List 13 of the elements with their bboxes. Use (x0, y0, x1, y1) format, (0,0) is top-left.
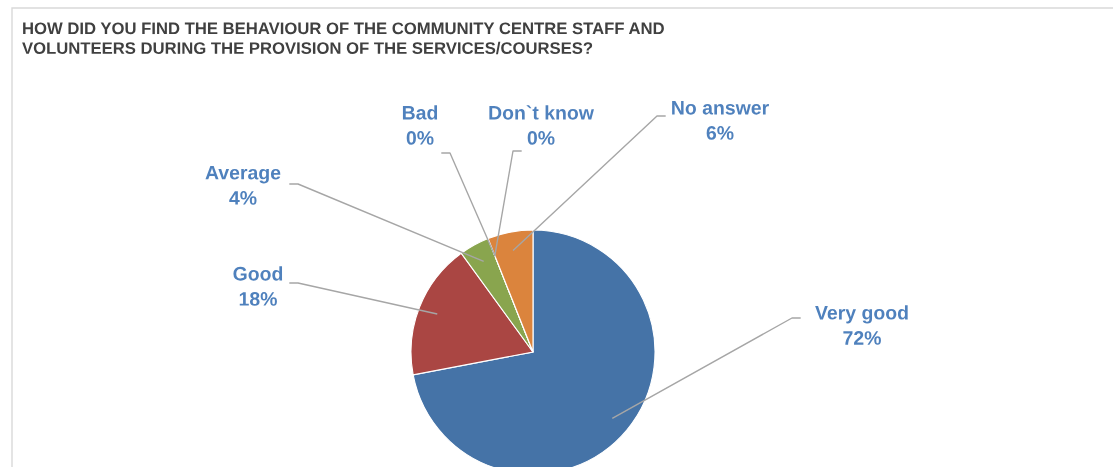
chart-title: HOW DID YOU FIND THE BEHAVIOUR OF THE COMMUNITY CENTRE STAFF AND VOLUNTEERS DURING THE PROVISION OF THE SERVICES/COURSES? (22, 22, 664, 55)
slice-label: No answer (672, 101, 769, 115)
slice-label: Average (205, 165, 281, 184)
data-label: 4% (229, 191, 257, 205)
text: 0% (406, 131, 434, 145)
data-label: 18% (239, 292, 277, 306)
data-label: 72% (843, 331, 881, 345)
category-label: Bad (402, 105, 438, 120)
category-label: Don`t know (489, 105, 594, 120)
slice-label: Very good (815, 305, 908, 324)
slice-label: Good (233, 266, 283, 281)
text: 0% (527, 131, 555, 145)
data-label: 6% (706, 126, 734, 140)
